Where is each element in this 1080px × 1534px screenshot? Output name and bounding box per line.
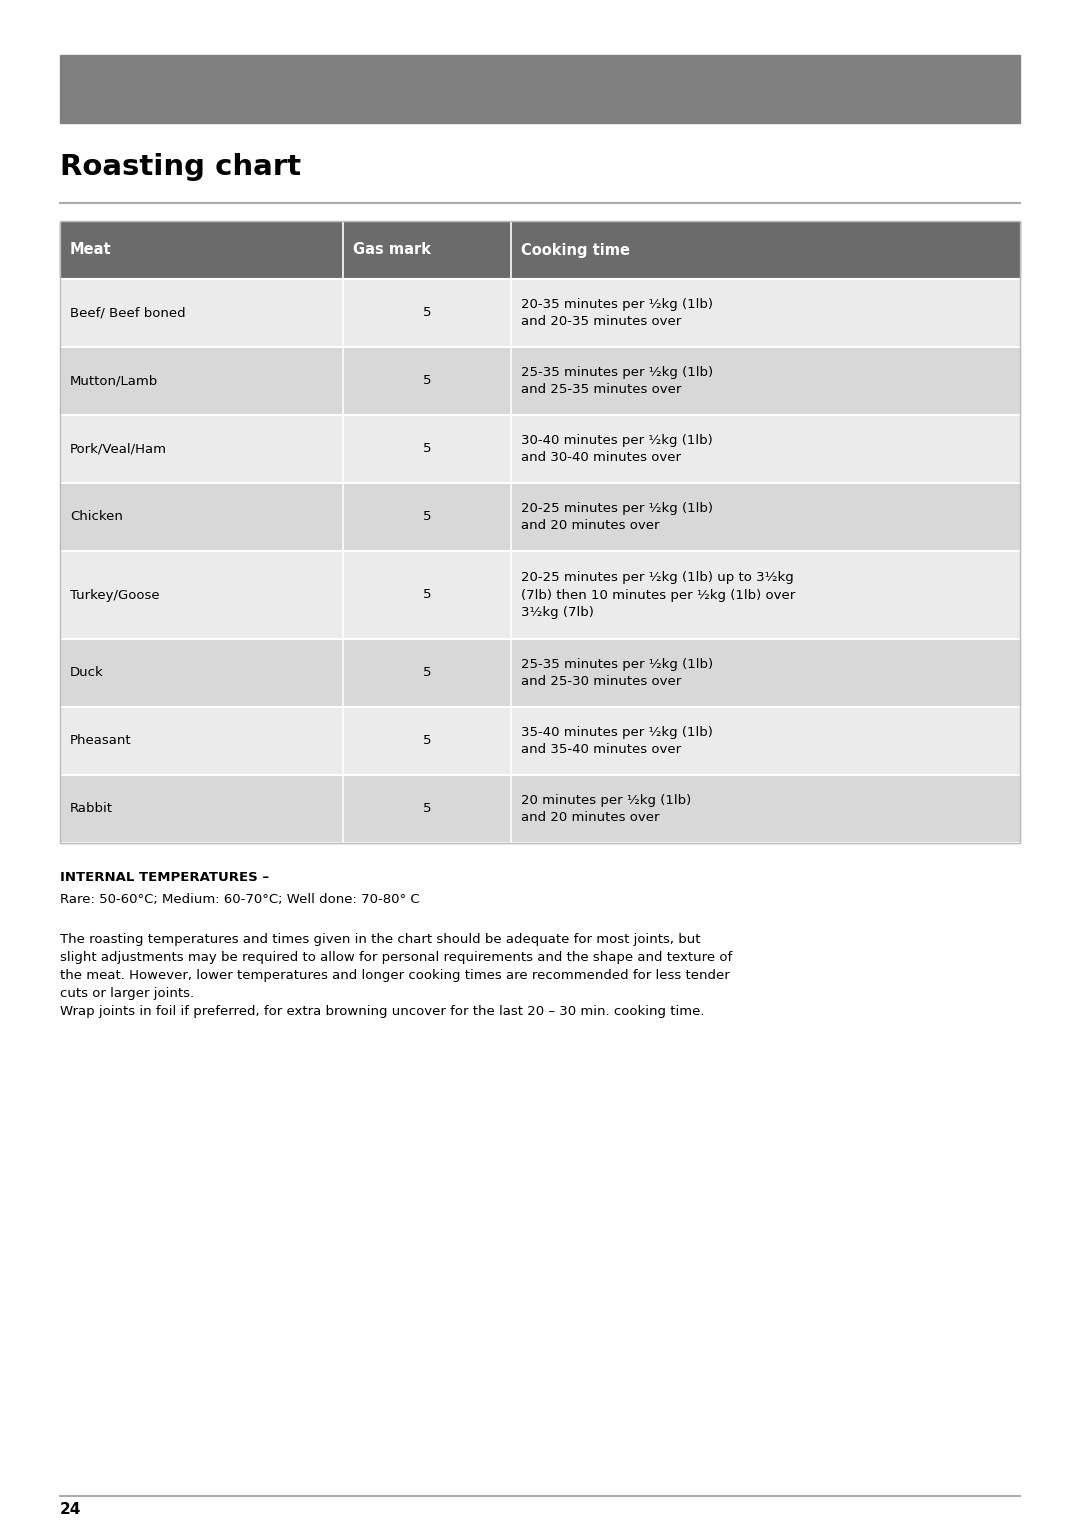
Text: Beef/ Beef boned: Beef/ Beef boned <box>70 307 186 319</box>
Text: Rare: 50-60°C; Medium: 60-70°C; Well done: 70-80° C: Rare: 50-60°C; Medium: 60-70°C; Well don… <box>60 893 420 907</box>
Text: Cooking time: Cooking time <box>522 242 631 258</box>
Text: Pheasant: Pheasant <box>70 735 132 747</box>
Bar <box>60 416 1020 483</box>
Text: Meat: Meat <box>70 242 111 258</box>
Bar <box>60 551 1020 640</box>
Bar <box>60 707 1020 775</box>
Text: Turkey/Goose: Turkey/Goose <box>70 589 160 601</box>
Text: INTERNAL TEMPERATURES –: INTERNAL TEMPERATURES – <box>60 871 269 884</box>
Text: 5: 5 <box>423 589 431 601</box>
Text: 24: 24 <box>60 1502 81 1517</box>
Text: 5: 5 <box>423 511 431 523</box>
Bar <box>60 221 1020 279</box>
Bar <box>60 279 1020 347</box>
Text: 25-35 minutes per ½kg (1lb)
and 25-35 minutes over: 25-35 minutes per ½kg (1lb) and 25-35 mi… <box>522 365 713 396</box>
Text: Mutton/Lamb: Mutton/Lamb <box>70 374 159 388</box>
Text: Duck: Duck <box>70 666 104 680</box>
Text: 5: 5 <box>423 442 431 456</box>
Bar <box>60 775 1020 844</box>
Text: 5: 5 <box>423 307 431 319</box>
Text: The roasting temperatures and times given in the chart should be adequate for mo: The roasting temperatures and times give… <box>60 933 732 1019</box>
Text: 20-35 minutes per ½kg (1lb)
and 20-35 minutes over: 20-35 minutes per ½kg (1lb) and 20-35 mi… <box>522 298 713 328</box>
Bar <box>60 640 1020 707</box>
Text: 20 minutes per ½kg (1lb)
and 20 minutes over: 20 minutes per ½kg (1lb) and 20 minutes … <box>522 793 691 824</box>
Text: Gas mark: Gas mark <box>353 242 431 258</box>
Text: Chicken: Chicken <box>70 511 123 523</box>
Text: 5: 5 <box>423 666 431 680</box>
Text: Pork/Veal/Ham: Pork/Veal/Ham <box>70 442 167 456</box>
Text: 30-40 minutes per ½kg (1lb)
and 30-40 minutes over: 30-40 minutes per ½kg (1lb) and 30-40 mi… <box>522 434 713 465</box>
Text: 20-25 minutes per ½kg (1lb)
and 20 minutes over: 20-25 minutes per ½kg (1lb) and 20 minut… <box>522 502 713 532</box>
Text: Rabbit: Rabbit <box>70 802 113 816</box>
Text: 25-35 minutes per ½kg (1lb)
and 25-30 minutes over: 25-35 minutes per ½kg (1lb) and 25-30 mi… <box>522 658 713 689</box>
Text: Roasting chart: Roasting chart <box>60 153 301 181</box>
Text: 35-40 minutes per ½kg (1lb)
and 35-40 minutes over: 35-40 minutes per ½kg (1lb) and 35-40 mi… <box>522 726 713 756</box>
Bar <box>60 55 1020 123</box>
Text: 5: 5 <box>423 374 431 388</box>
Bar <box>60 221 1020 844</box>
Text: 20-25 minutes per ½kg (1lb) up to 3½kg
(7lb) then 10 minutes per ½kg (1lb) over
: 20-25 minutes per ½kg (1lb) up to 3½kg (… <box>522 571 796 620</box>
Bar <box>60 483 1020 551</box>
Bar <box>60 347 1020 416</box>
Text: 5: 5 <box>423 802 431 816</box>
Text: 5: 5 <box>423 735 431 747</box>
